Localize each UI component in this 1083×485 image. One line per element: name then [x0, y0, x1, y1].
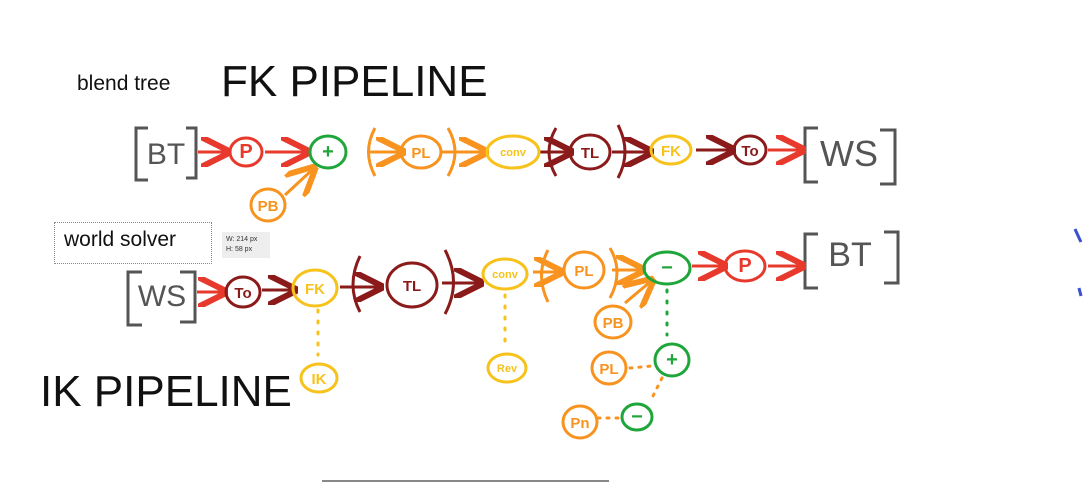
ik-ik-circle	[299, 362, 339, 394]
ik-end-label: BT	[828, 236, 871, 274]
fk-pipeline-title: FK PIPELINE	[221, 57, 488, 106]
ik-pb-node: PB	[593, 304, 633, 340]
scroll-bar[interactable]	[322, 480, 609, 482]
ik-conv-label: conv	[492, 269, 519, 281]
stray-mark-top	[1073, 228, 1083, 243]
fk-pb-circle	[249, 187, 287, 223]
fk-p-circle	[228, 136, 264, 168]
ik-pl-label: PL	[574, 263, 593, 280]
ik-conv-circle	[481, 257, 529, 291]
ik-minus-label: −	[661, 257, 673, 279]
fk-plus-circle	[308, 134, 348, 170]
ik-plus-link	[648, 376, 664, 404]
ik-start-label: WS	[138, 280, 186, 313]
world-solver-annotation[interactable]: world solver	[64, 228, 177, 251]
fk-arrow-pb	[283, 170, 312, 195]
fk-pl-circle	[399, 134, 443, 170]
ik-arrow-pb	[625, 282, 650, 303]
ik-minus2-circle	[620, 402, 654, 432]
ik-p-node: P	[723, 249, 767, 283]
fk-fk-label: FK	[661, 143, 681, 160]
tooltip-height: H: 58 px	[226, 246, 253, 253]
fk-plus-node: +	[308, 134, 348, 170]
ik-pn-circle	[561, 404, 599, 440]
fk-conv-circle	[485, 134, 541, 170]
fk-pl-node: PL	[399, 134, 443, 170]
ik-pl-circle	[562, 250, 606, 290]
ik-to-circle	[224, 275, 262, 309]
ik-pipeline-title: IK PIPELINE	[40, 367, 292, 416]
ik-rev-node: Rev	[486, 352, 528, 384]
diagram-nodes: P + PL conv TL FK To PB To FK TL conv PL − P IK Rev PB PL +…	[224, 133, 768, 440]
world-solver-textbox[interactable]	[54, 222, 212, 264]
fk-conv-node: conv	[485, 134, 541, 170]
ik-minus-node: −	[642, 250, 692, 286]
fk-conv-label: conv	[500, 147, 527, 159]
ik-pl2-node: PL	[590, 350, 628, 386]
ik-paren-open-2	[540, 249, 550, 303]
ik-pn-label: Pn	[570, 415, 589, 432]
ik-conv-node: conv	[481, 257, 529, 291]
ik-paren-open-1	[351, 255, 362, 313]
ik-tl-label: TL	[403, 278, 421, 295]
fk-tl-label: TL	[581, 145, 599, 162]
fk-to-circle	[732, 134, 768, 166]
ik-to-node: To	[224, 275, 262, 309]
fk-plus-label: +	[322, 141, 334, 163]
ik-pb-label: PB	[603, 315, 624, 332]
ik-paren-close-2	[608, 247, 619, 299]
fk-fk-node: FK	[649, 134, 693, 166]
ik-minus-circle	[642, 250, 692, 286]
ik-ik-node: IK	[299, 362, 339, 394]
fk-to-label: To	[741, 143, 758, 160]
fk-fk-circle	[649, 134, 693, 166]
size-tooltip: W: 214 px H: 58 px	[222, 232, 270, 258]
fk-end-label: WS	[820, 133, 878, 174]
fk-pl-label: PL	[411, 145, 430, 162]
fk-p-node: P	[228, 136, 264, 168]
ik-pn-node: Pn	[561, 404, 599, 440]
ik-rev-circle	[486, 352, 528, 384]
ik-rev-label: Rev	[497, 363, 518, 375]
fk-p-label: P	[239, 141, 252, 163]
ik-fk-circle	[291, 268, 339, 308]
fk-start-label: BT	[147, 138, 185, 171]
stray-mark-bottom	[1077, 287, 1083, 297]
ik-plus-node: +	[653, 342, 691, 378]
blend-tree-annotation: blend tree	[77, 72, 171, 95]
fk-start-bracket	[134, 126, 198, 182]
ik-to-label: To	[234, 285, 251, 302]
ik-p-circle	[723, 249, 767, 283]
ik-fk-label: FK	[305, 281, 325, 298]
ik-minus2-node: −	[620, 402, 654, 432]
ik-p-label: P	[738, 255, 751, 277]
ik-pl2-label: PL	[599, 361, 618, 378]
ik-pl-node: PL	[562, 250, 606, 290]
ik-tl-node: TL	[385, 261, 439, 309]
ik-pl2-link	[628, 364, 654, 370]
fk-pb-label: PB	[258, 198, 279, 215]
ik-start-bracket	[126, 270, 197, 327]
ik-fk-node: FK	[291, 268, 339, 308]
fk-pb-node: PB	[249, 187, 287, 223]
tooltip-width: W: 214 px	[226, 236, 258, 243]
ik-plus-label: +	[666, 349, 678, 371]
fk-tl-node: TL	[568, 133, 612, 171]
fk-to-node: To	[732, 134, 768, 166]
ik-ik-label: IK	[312, 371, 327, 388]
ik-pl2-circle	[590, 350, 628, 386]
ik-tl-circle	[385, 261, 439, 309]
ik-minus2-label: −	[631, 406, 643, 428]
ik-pb-circle	[593, 304, 633, 340]
fk-tl-circle	[568, 133, 612, 171]
ik-plus-circle	[653, 342, 691, 378]
